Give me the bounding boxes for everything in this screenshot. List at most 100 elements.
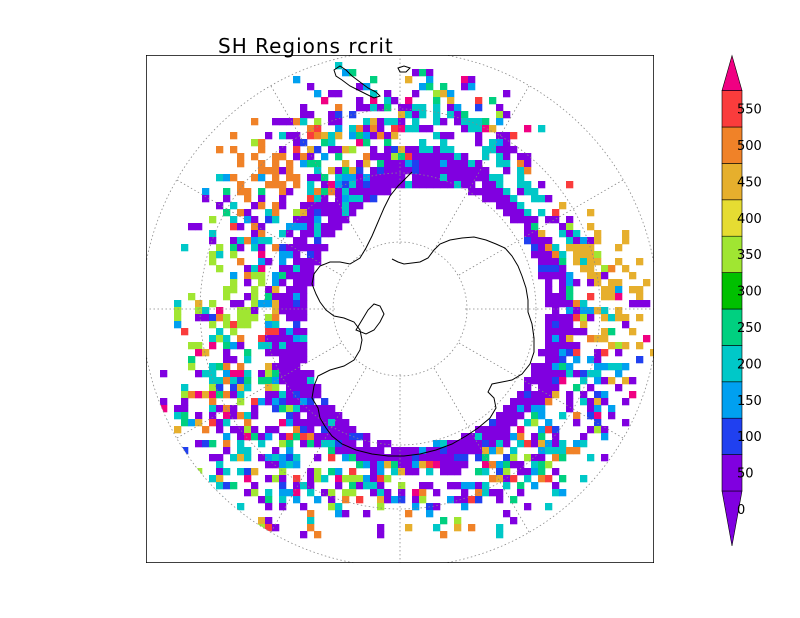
data-cell — [454, 454, 462, 462]
data-cell — [531, 244, 539, 252]
data-cell — [321, 202, 329, 210]
data-cell — [447, 153, 455, 161]
data-cell — [461, 167, 469, 175]
data-cell — [461, 496, 469, 504]
data-cell — [307, 419, 315, 427]
data-cell — [251, 489, 259, 497]
data-cell — [293, 328, 301, 336]
data-cell — [209, 489, 217, 497]
data-cell — [517, 433, 525, 441]
data-cell — [216, 307, 224, 315]
data-cell — [517, 426, 525, 434]
data-cell — [412, 503, 420, 511]
data-cell — [594, 419, 602, 427]
data-cell — [468, 167, 476, 175]
data-cell — [503, 419, 511, 427]
data-cell — [370, 118, 378, 126]
data-cell — [538, 258, 546, 266]
data-cell — [335, 426, 343, 434]
data-cell — [391, 125, 399, 133]
data-cell — [552, 433, 560, 441]
data-cell — [230, 517, 238, 525]
data-cell — [587, 223, 595, 231]
data-cell — [279, 132, 287, 140]
data-cell — [349, 468, 357, 476]
data-cell — [496, 202, 504, 210]
data-cell — [244, 426, 252, 434]
data-cell — [503, 160, 511, 168]
data-cell — [454, 447, 462, 455]
data-cell — [524, 384, 532, 392]
data-cell — [391, 160, 399, 168]
data-cell — [314, 251, 322, 259]
data-cell — [230, 405, 238, 413]
data-cell — [244, 265, 252, 273]
data-cell — [615, 384, 623, 392]
data-cell — [433, 461, 441, 469]
data-cell — [356, 125, 364, 133]
data-cell — [265, 433, 273, 441]
data-cell — [426, 461, 434, 469]
data-cell — [307, 209, 315, 217]
data-cell — [545, 335, 553, 343]
data-cell — [321, 181, 329, 189]
data-cell — [433, 146, 441, 154]
data-cell — [566, 391, 574, 399]
data-cell — [587, 454, 595, 462]
data-cell — [531, 370, 539, 378]
data-cell — [426, 454, 434, 462]
data-cell — [230, 321, 238, 329]
data-cell — [517, 412, 525, 420]
data-cell — [251, 307, 259, 315]
data-cell — [279, 489, 287, 497]
data-cell — [209, 237, 217, 245]
data-cell — [503, 111, 511, 119]
data-cell — [608, 412, 616, 420]
data-cell — [293, 426, 301, 434]
data-cell — [272, 181, 280, 189]
data-cell — [181, 398, 189, 406]
data-cell — [615, 363, 623, 371]
data-cell — [636, 300, 644, 308]
data-cell — [272, 335, 280, 343]
data-cell — [237, 433, 245, 441]
data-cell — [286, 328, 294, 336]
data-cell — [531, 419, 539, 427]
data-cell — [559, 412, 567, 420]
data-cell — [468, 160, 476, 168]
data-cell — [174, 314, 182, 322]
data-cell — [300, 286, 308, 294]
data-cell — [601, 377, 609, 385]
data-cell — [426, 181, 434, 189]
data-cell — [384, 146, 392, 154]
data-cell — [293, 391, 301, 399]
data-cell — [279, 468, 287, 476]
data-cell — [321, 412, 329, 420]
data-cell — [244, 195, 252, 203]
data-cell — [559, 279, 567, 287]
colorbar-tick-label: 0 — [737, 503, 745, 518]
data-cell — [209, 475, 217, 483]
data-cell — [559, 230, 567, 238]
data-cell — [293, 153, 301, 161]
data-cell — [300, 398, 308, 406]
data-cell — [216, 384, 224, 392]
data-cell — [209, 377, 217, 385]
data-cell — [258, 517, 266, 525]
data-cell — [552, 482, 560, 490]
data-cell — [244, 475, 252, 483]
data-cell — [300, 419, 308, 427]
data-cell — [237, 188, 245, 196]
data-cell — [531, 237, 539, 245]
data-cell — [300, 279, 308, 287]
data-cell — [566, 230, 574, 238]
data-cell — [496, 412, 504, 420]
data-cell — [188, 356, 196, 364]
data-cell — [566, 181, 574, 189]
data-cell — [559, 258, 567, 266]
data-cell — [580, 391, 588, 399]
data-cell — [195, 412, 203, 420]
data-cell — [524, 181, 532, 189]
data-cell — [503, 167, 511, 175]
